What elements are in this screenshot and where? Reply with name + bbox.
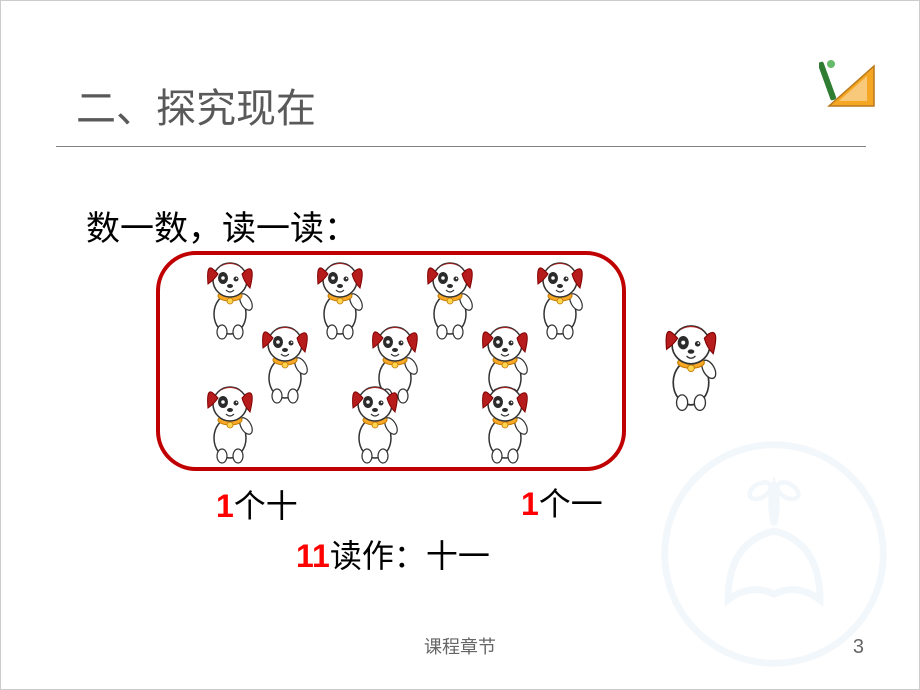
dogs-inside (166, 256, 626, 466)
reading-prefix: 读作： (330, 538, 426, 574)
label-ten-unit: 个十 (234, 488, 298, 524)
label-one-number: 1 (521, 486, 539, 522)
reading-number: 11 (296, 538, 330, 574)
label-one: 1个一 (521, 479, 603, 525)
reading-value: 十一 (426, 538, 490, 574)
subtitle: 数一数，读一读： (86, 201, 358, 250)
page-number: 3 (853, 636, 864, 659)
dog-outside (651, 316, 731, 421)
section-title: 二、探究现在 (76, 76, 316, 134)
title-underline (56, 146, 866, 147)
slide: 二、探究现在 数一数，读一读： (0, 0, 920, 690)
label-ten: 1个十 (216, 481, 298, 527)
label-ten-number: 1 (216, 488, 234, 524)
label-one-unit: 个一 (539, 486, 603, 522)
footer-text: 课程章节 (424, 633, 496, 659)
triangle-ruler-icon (819, 56, 879, 111)
watermark-logo (659, 439, 889, 669)
reading-line: 11读作：十一 (296, 531, 490, 577)
